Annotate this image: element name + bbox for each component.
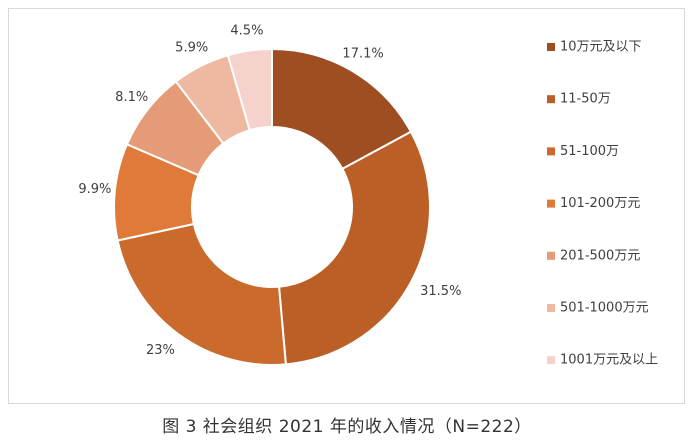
donut-slice-3 [116, 222, 287, 366]
figure-caption: 图 3 社会组织 2021 年的收入情况（N=222） [162, 417, 532, 437]
legend-swatch-6 [547, 304, 555, 312]
donut-chart: 17.1% 31.5% 23% 9.9% 8.1% 5.9% 4.5% 10万元及以下 11-… [78, 23, 658, 368]
donut-slice-1 [271, 47, 413, 171]
chart-frame: 17.1% 31.5% 23% 9.9% 8.1% 5.9% 4.5% 10万元及以下 11-… [8, 8, 685, 404]
legend-label-2: 11-50万 [560, 92, 611, 107]
legend-item-1: 10万元及以下 [547, 40, 642, 55]
legend-item-6: 501-1000万元 [547, 301, 649, 316]
data-label-2: 31.5% [420, 284, 461, 299]
legend-label-4: 101-200万元 [560, 196, 640, 211]
legend-swatch-4 [547, 199, 555, 208]
data-label-1: 17.1% [342, 47, 383, 62]
legend-swatch-2 [547, 95, 555, 104]
donut-slice-7 [226, 47, 273, 132]
legend-item-5: 201-500万元 [547, 248, 640, 263]
data-label-6: 5.9% [175, 41, 208, 56]
donut-slice-2 [277, 130, 431, 366]
legend-item-2: 11-50万 [547, 92, 611, 107]
data-label-7: 4.5% [230, 23, 263, 38]
legend-swatch-3 [547, 147, 555, 156]
legend-label-5: 201-500万元 [560, 248, 640, 263]
data-label-3: 23% [146, 343, 175, 358]
data-label-4: 9.9% [78, 182, 111, 197]
legend-label-7: 1001万元及以上 [560, 353, 658, 368]
legend-item-3: 51-100万 [547, 144, 619, 159]
legend-label-6: 501-1000万元 [560, 301, 649, 316]
legend-item-7: 1001万元及以上 [547, 353, 658, 368]
chart-legend: 10万元及以下 11-50万 51-100万 101-200万元 201-500万元 50… [547, 40, 658, 368]
data-labels: 17.1% 31.5% 23% 9.9% 8.1% 5.9% 4.5% [78, 23, 461, 358]
data-label-5: 8.1% [115, 90, 148, 105]
legend-label-3: 51-100万 [560, 144, 619, 159]
donut-slices [113, 47, 431, 366]
legend-label-1: 10万元及以下 [560, 40, 642, 55]
legend-swatch-5 [547, 251, 555, 260]
legend-swatch-7 [547, 356, 555, 365]
legend-item-4: 101-200万元 [547, 196, 640, 211]
legend-swatch-1 [547, 43, 555, 51]
